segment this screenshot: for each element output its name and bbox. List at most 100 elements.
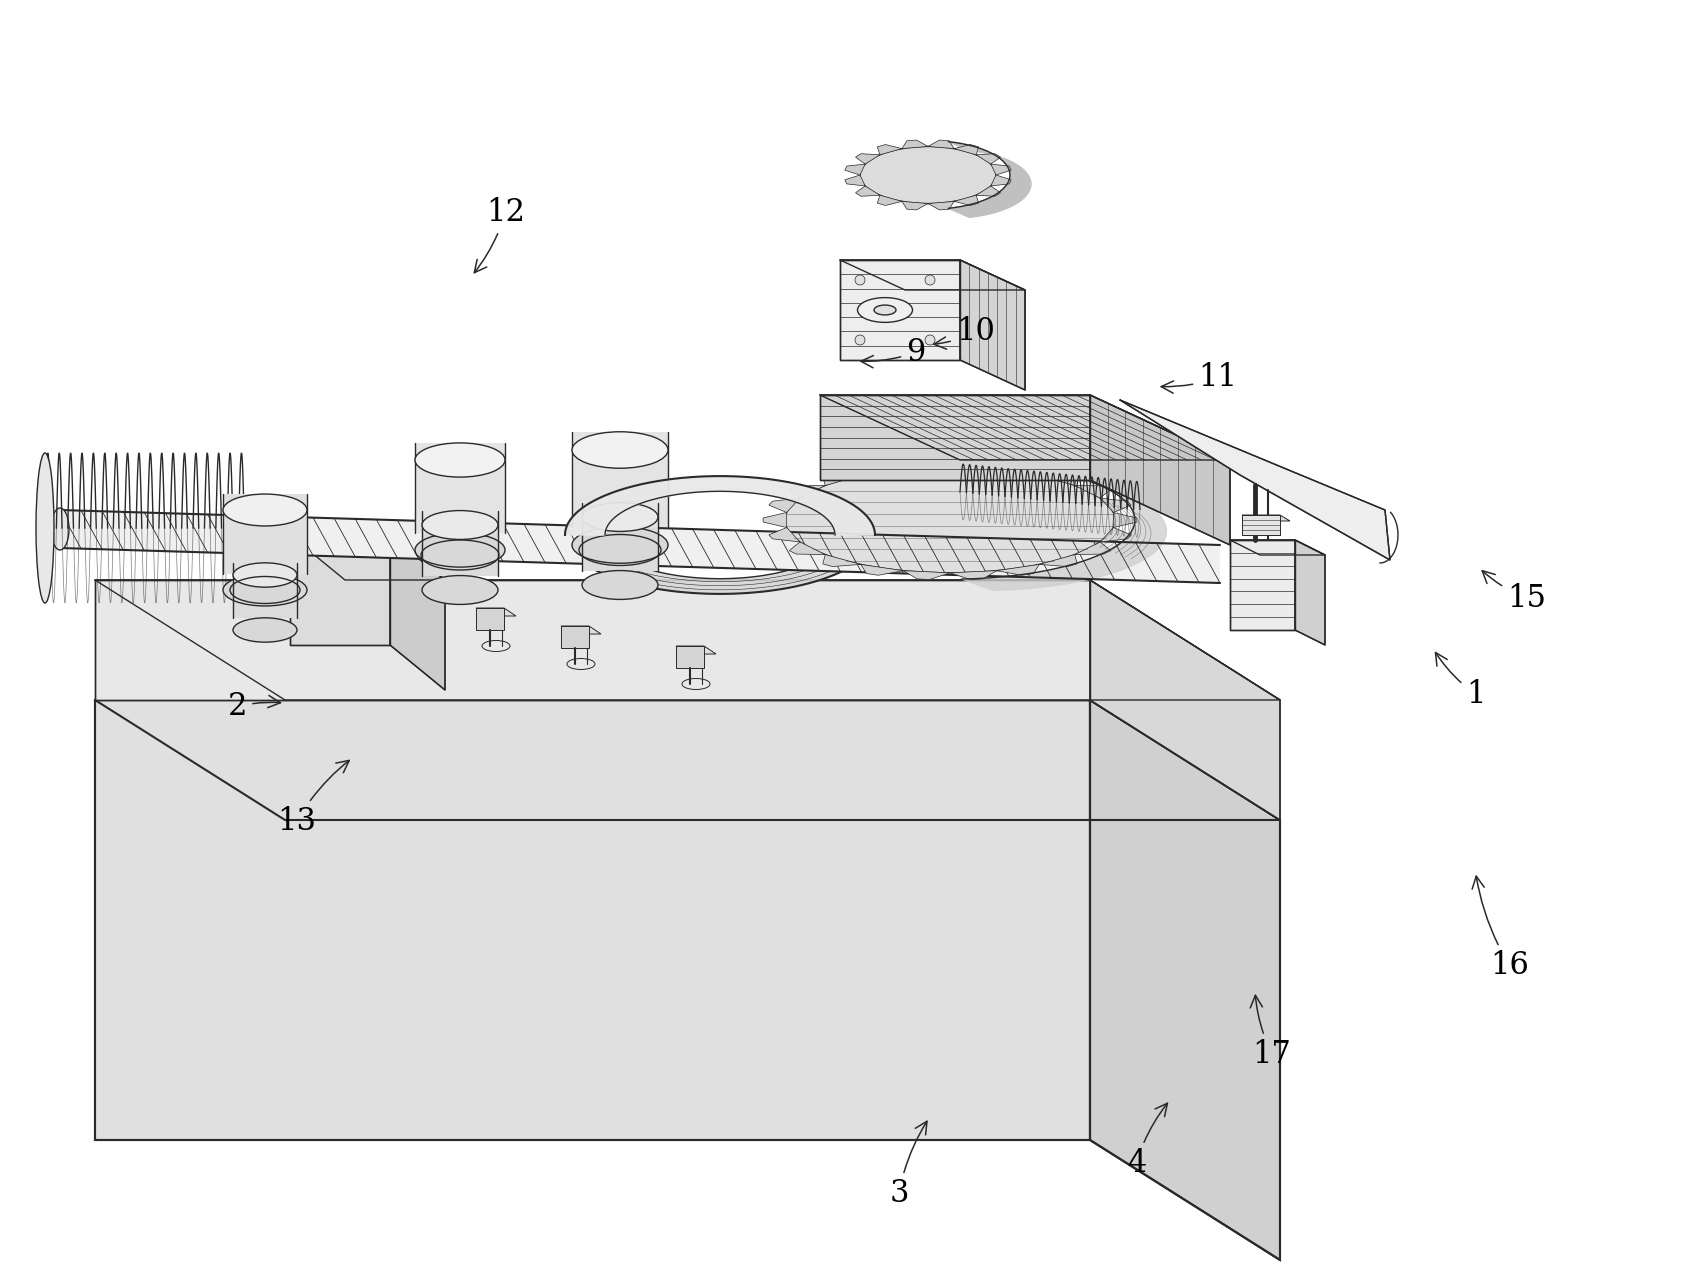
Polygon shape	[95, 699, 1280, 820]
Polygon shape	[95, 699, 1091, 1140]
Polygon shape	[950, 460, 997, 469]
Polygon shape	[990, 175, 1011, 186]
Polygon shape	[960, 260, 1024, 390]
Polygon shape	[877, 144, 902, 155]
Polygon shape	[855, 153, 880, 163]
Polygon shape	[950, 570, 997, 579]
Polygon shape	[477, 608, 516, 616]
Polygon shape	[763, 512, 787, 527]
Text: 12: 12	[475, 198, 524, 272]
Ellipse shape	[785, 468, 1114, 573]
Polygon shape	[977, 186, 1001, 196]
Ellipse shape	[416, 533, 505, 568]
Ellipse shape	[482, 641, 510, 651]
Polygon shape	[789, 542, 826, 555]
Polygon shape	[1230, 540, 1325, 555]
Polygon shape	[416, 443, 505, 533]
Ellipse shape	[566, 659, 595, 669]
Polygon shape	[877, 195, 902, 205]
Polygon shape	[768, 498, 801, 512]
Polygon shape	[1101, 527, 1131, 542]
Text: 3: 3	[889, 1121, 928, 1209]
Circle shape	[855, 275, 865, 285]
Polygon shape	[862, 564, 904, 575]
Ellipse shape	[582, 503, 658, 531]
Polygon shape	[768, 527, 801, 542]
Text: 16: 16	[1472, 875, 1528, 981]
Ellipse shape	[222, 494, 307, 526]
Circle shape	[855, 334, 865, 345]
Polygon shape	[1119, 400, 1391, 560]
Polygon shape	[845, 163, 865, 175]
Polygon shape	[1241, 514, 1280, 535]
Text: 15: 15	[1482, 570, 1545, 613]
Polygon shape	[855, 186, 880, 196]
Circle shape	[924, 275, 934, 285]
Polygon shape	[928, 141, 955, 148]
Polygon shape	[823, 474, 862, 485]
Polygon shape	[1075, 542, 1111, 555]
Polygon shape	[1091, 395, 1230, 545]
Polygon shape	[561, 626, 600, 634]
Polygon shape	[1091, 699, 1280, 1259]
Text: 17: 17	[1250, 996, 1291, 1069]
Text: 2: 2	[227, 692, 280, 722]
Ellipse shape	[873, 305, 895, 315]
Polygon shape	[390, 535, 444, 691]
Polygon shape	[1113, 512, 1136, 527]
Polygon shape	[840, 260, 1024, 290]
Ellipse shape	[422, 575, 499, 604]
Polygon shape	[840, 260, 960, 360]
Polygon shape	[862, 465, 904, 475]
Text: 13: 13	[278, 760, 349, 836]
Polygon shape	[819, 395, 1230, 460]
Text: 11: 11	[1162, 362, 1236, 393]
Polygon shape	[845, 175, 865, 186]
Polygon shape	[955, 195, 979, 205]
Text: 10: 10	[934, 317, 994, 350]
Polygon shape	[95, 580, 1091, 699]
Polygon shape	[819, 395, 1091, 480]
Ellipse shape	[860, 147, 996, 204]
Polygon shape	[677, 646, 704, 668]
Polygon shape	[962, 461, 1167, 590]
Polygon shape	[1230, 540, 1296, 630]
Polygon shape	[997, 465, 1040, 475]
Polygon shape	[902, 201, 928, 210]
Ellipse shape	[36, 454, 54, 603]
Polygon shape	[904, 570, 950, 579]
Polygon shape	[1101, 498, 1131, 512]
Polygon shape	[561, 626, 589, 647]
Text: 9: 9	[862, 337, 926, 367]
Ellipse shape	[232, 563, 297, 587]
Polygon shape	[422, 511, 499, 575]
Polygon shape	[997, 564, 1040, 575]
Polygon shape	[572, 432, 668, 527]
Ellipse shape	[232, 618, 297, 642]
Circle shape	[924, 334, 934, 345]
Polygon shape	[1075, 485, 1111, 498]
Polygon shape	[902, 141, 928, 148]
Text: 1: 1	[1435, 653, 1486, 710]
Polygon shape	[1091, 580, 1280, 820]
Polygon shape	[977, 153, 1001, 163]
Polygon shape	[1241, 514, 1291, 521]
Polygon shape	[232, 563, 297, 618]
Ellipse shape	[222, 574, 307, 606]
Polygon shape	[948, 142, 1031, 218]
Polygon shape	[955, 144, 979, 155]
Ellipse shape	[51, 508, 70, 550]
Ellipse shape	[416, 443, 505, 478]
Polygon shape	[904, 460, 950, 469]
Polygon shape	[290, 535, 390, 645]
Ellipse shape	[858, 298, 912, 322]
Polygon shape	[565, 535, 875, 594]
Polygon shape	[222, 494, 307, 574]
Polygon shape	[477, 608, 504, 630]
Ellipse shape	[682, 679, 711, 689]
Polygon shape	[928, 201, 955, 210]
Polygon shape	[95, 580, 1280, 699]
Polygon shape	[823, 555, 862, 566]
Polygon shape	[789, 485, 826, 498]
Polygon shape	[677, 646, 716, 654]
